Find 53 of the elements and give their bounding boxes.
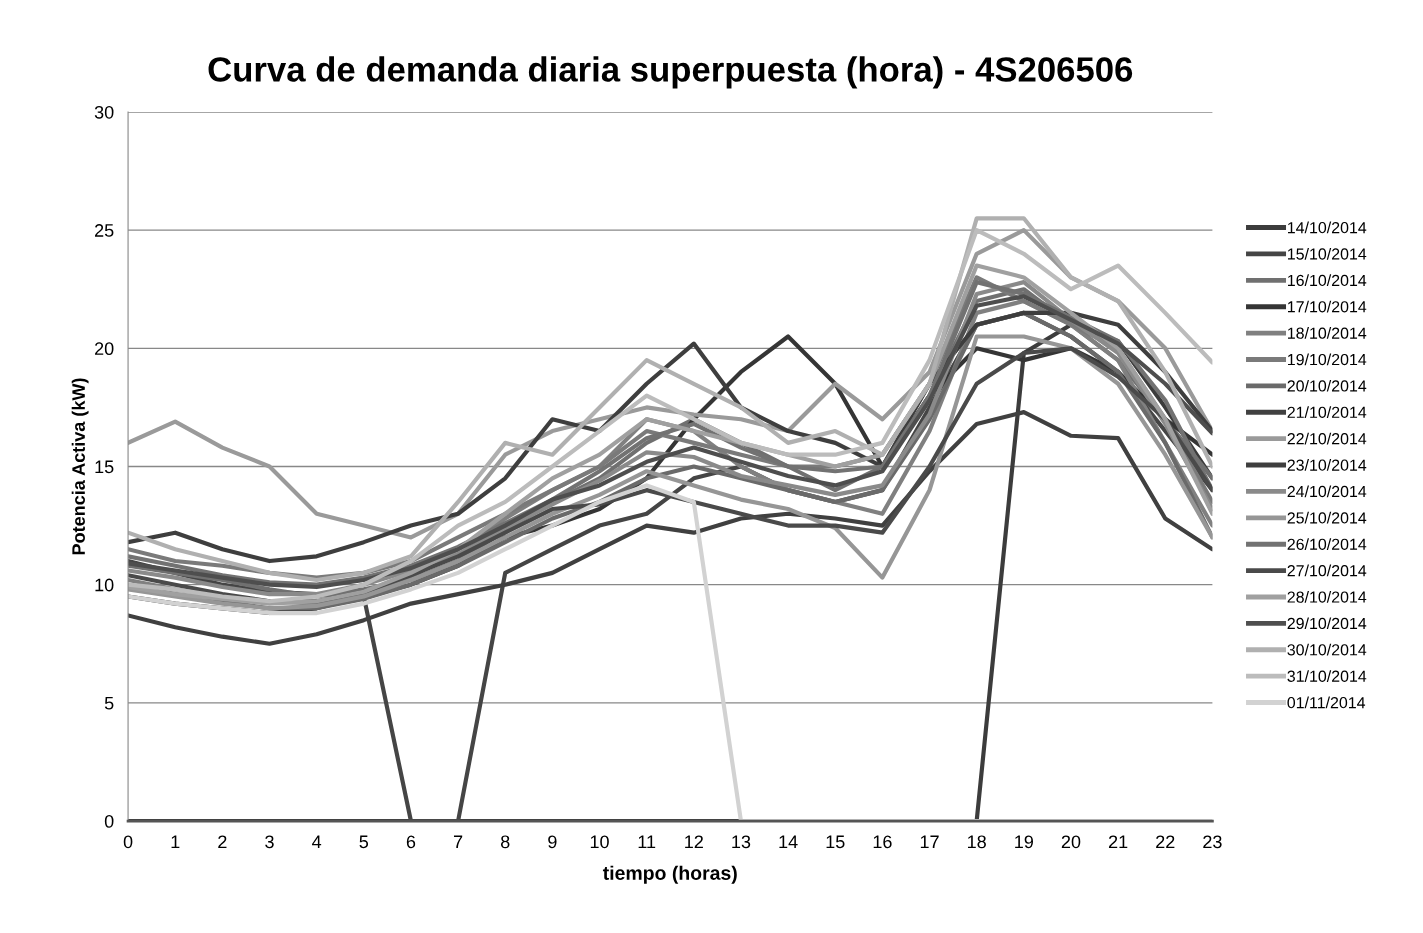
legend-label: 20/10/2014 xyxy=(1287,379,1367,392)
legend-label: 15/10/2014 xyxy=(1288,247,1367,260)
x-tick-label: 22 xyxy=(1156,835,1175,849)
y-tick-label: 25 xyxy=(95,224,114,237)
x-tick-label: 23 xyxy=(1203,835,1222,849)
x-tick-label: 15 xyxy=(826,835,845,849)
legend-label: 21/10/2014 xyxy=(1287,406,1367,419)
x-tick-label: 0 xyxy=(123,835,133,849)
legend-label: 29/10/2014 xyxy=(1287,617,1367,630)
x-tick-label: 4 xyxy=(312,835,322,849)
y-tick-label: 15 xyxy=(95,460,114,474)
x-tick-label: 18 xyxy=(968,835,986,849)
x-tick-label: 12 xyxy=(685,835,703,849)
y-tick-label: 0 xyxy=(104,814,114,828)
y-axis-title: Potencia Activa (kW) xyxy=(71,378,89,555)
y-tick-label: 30 xyxy=(94,105,114,119)
legend-label: 23/10/2014 xyxy=(1287,459,1367,471)
y-tick-label: 20 xyxy=(95,342,114,356)
x-tick-label: 5 xyxy=(359,835,369,849)
legend-label: 25/10/2014 xyxy=(1287,511,1367,524)
x-tick-label: 1 xyxy=(171,835,180,849)
x-tick-label: 11 xyxy=(638,835,656,849)
x-tick-label: 13 xyxy=(732,835,751,849)
legend-label: 30/10/2014 xyxy=(1287,643,1367,656)
legend-label: 16/10/2014 xyxy=(1288,274,1367,287)
x-tick-label: 2 xyxy=(218,835,227,849)
x-tick-label: 7 xyxy=(453,835,463,849)
chart-title: Curva de demanda diaria superpuesta (hora) - 4S206506 xyxy=(208,56,1133,89)
x-tick-label: 9 xyxy=(548,835,557,849)
x-tick-label: 19 xyxy=(1015,835,1033,849)
x-tick-label: 16 xyxy=(873,835,892,849)
x-tick-label: 17 xyxy=(920,835,939,849)
y-tick-label: 5 xyxy=(104,696,114,710)
legend-label: 28/10/2014 xyxy=(1287,591,1367,603)
legend-label: 18/10/2014 xyxy=(1288,327,1367,339)
legend-label: 24/10/2014 xyxy=(1287,485,1367,498)
legend-label: 17/10/2014 xyxy=(1288,300,1367,313)
legend-label: 01/11/2014 xyxy=(1287,696,1366,709)
x-axis-title: tiempo (horas) xyxy=(602,865,737,884)
legend-label: 22/10/2014 xyxy=(1287,432,1367,445)
x-tick-label: 6 xyxy=(406,835,416,849)
legend-label: 26/10/2014 xyxy=(1287,538,1367,550)
legend-label: 31/10/2014 xyxy=(1287,670,1367,682)
y-tick-label: 10 xyxy=(95,578,114,592)
legend-label: 19/10/2014 xyxy=(1288,353,1367,366)
x-tick-label: 14 xyxy=(779,835,798,849)
x-tick-label: 21 xyxy=(1108,835,1128,849)
x-tick-label: 20 xyxy=(1061,835,1081,849)
x-tick-label: 8 xyxy=(500,835,510,849)
legend-label: 14/10/2014 xyxy=(1288,221,1367,234)
x-tick-label: 3 xyxy=(265,835,274,849)
legend-label: 27/10/2014 xyxy=(1287,564,1367,577)
x-tick-label: 10 xyxy=(590,835,609,849)
